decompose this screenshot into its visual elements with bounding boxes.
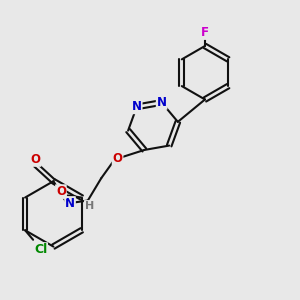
Text: F: F [201,26,209,39]
Text: O: O [112,152,123,165]
Text: O: O [56,185,66,198]
Text: N: N [65,197,75,210]
Text: Cl: Cl [34,243,47,256]
Text: H: H [85,201,94,211]
Text: N: N [132,100,142,113]
Text: N: N [157,96,166,109]
Text: O: O [31,153,40,166]
